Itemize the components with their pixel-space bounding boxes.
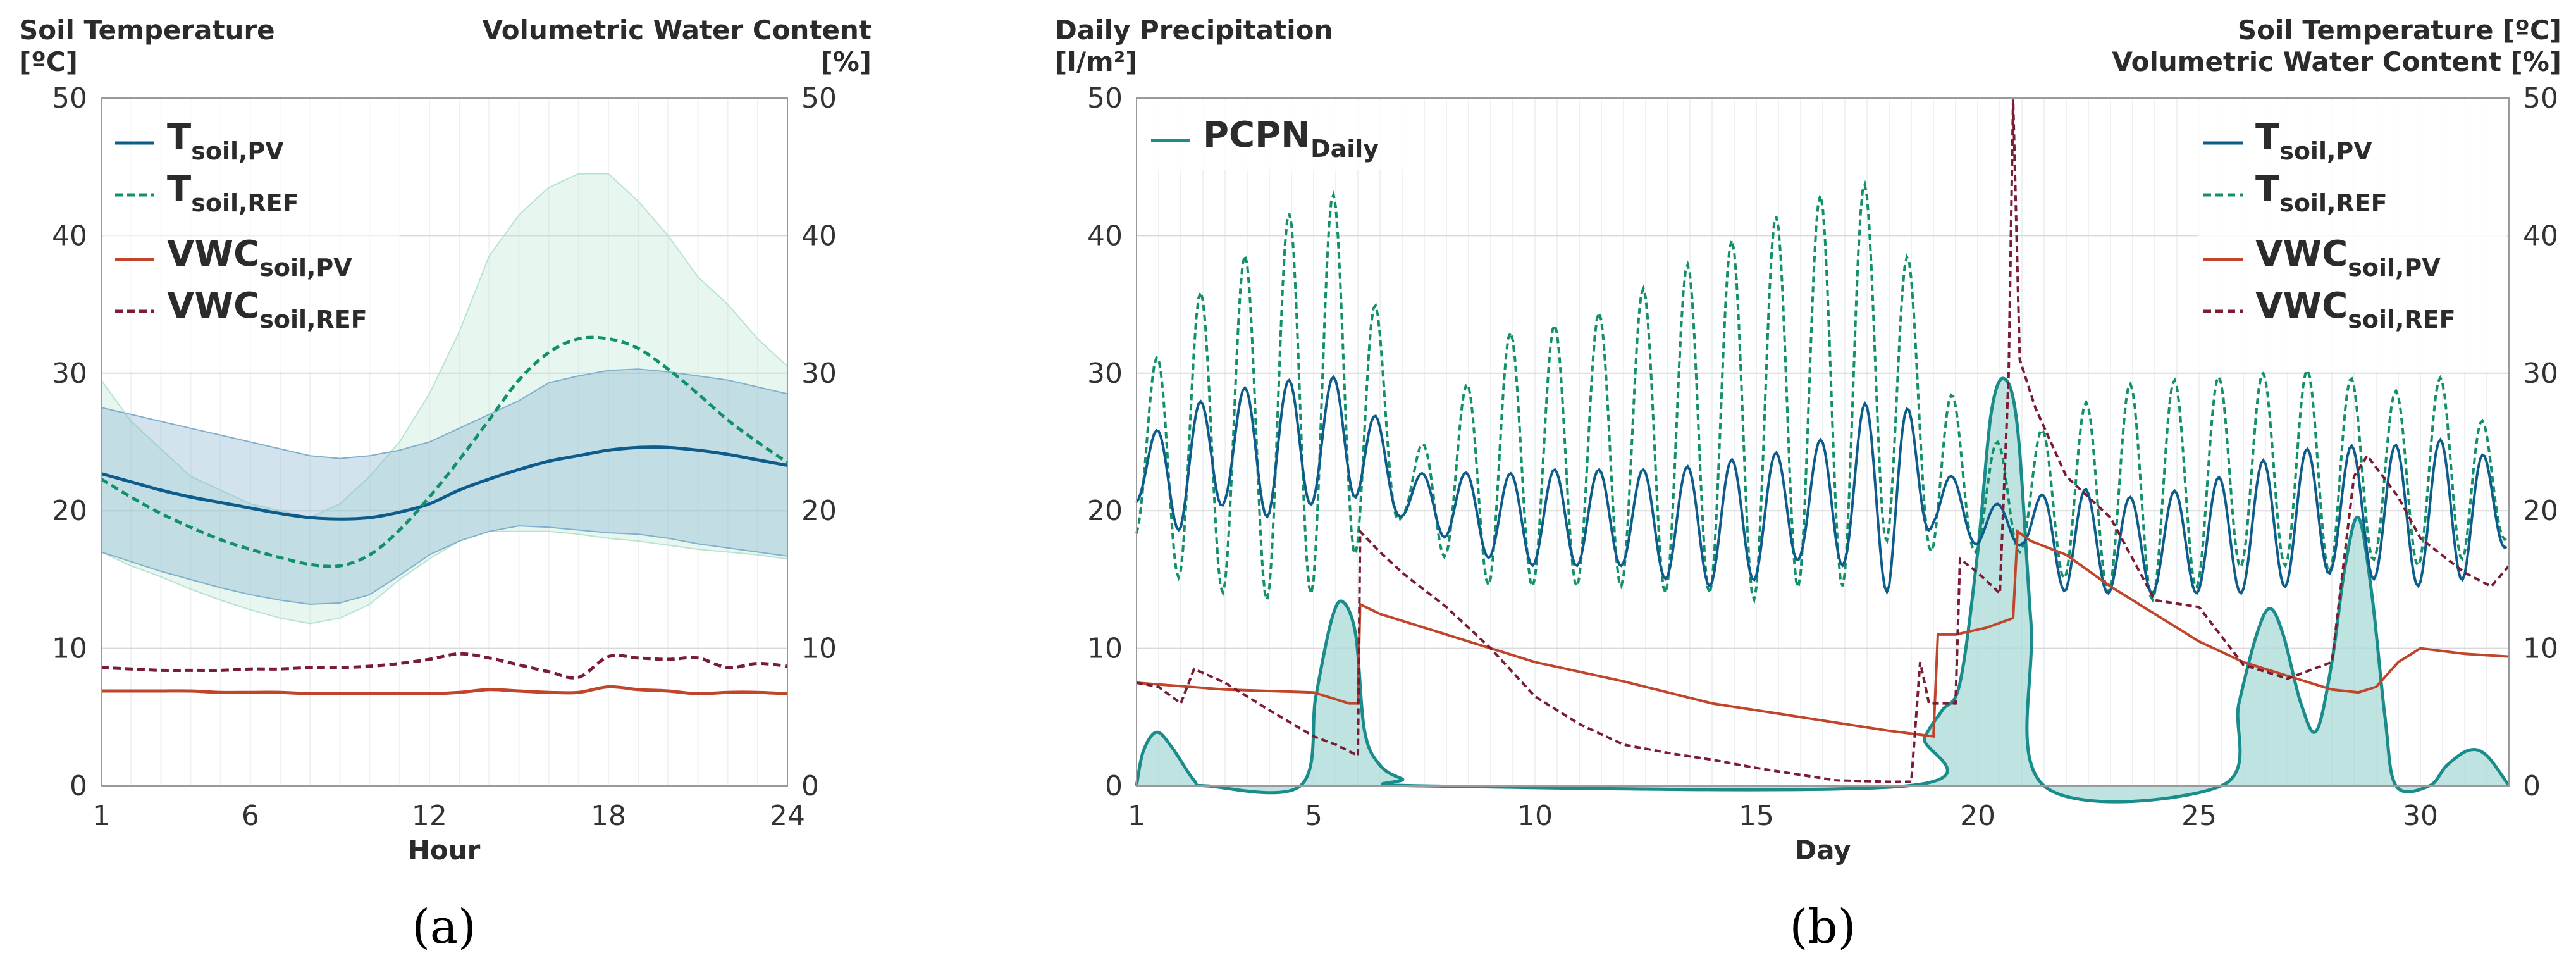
panel-b-legend-label: VWCsoil,REF [2255, 285, 2456, 333]
panel-b-legend-label: Tsoil,PV [2255, 117, 2372, 165]
panel-b-xtick-label: 10 [1517, 800, 1553, 832]
panel-b-ytick-right-label: 50 [2523, 82, 2558, 115]
panel-b-ytick-left-label: 30 [1087, 358, 1123, 390]
panel-a-tsoil-pv-line [101, 445, 788, 521]
panel-a-ytick-right-label: 50 [801, 82, 837, 115]
panel-b-title-left-line1: Daily Precipitation [1055, 15, 1333, 46]
panel-b-xtick-label: 1 [1128, 800, 1145, 832]
panel-a-ytick-left-label: 40 [52, 220, 87, 252]
panel-b-legend-label: Tsoil,REF [2255, 169, 2388, 217]
panel-b-plot-border [1136, 97, 2510, 787]
panel-a-xtick-label: 18 [591, 800, 626, 832]
panel-a-plot-border [101, 97, 788, 787]
panel-b-title-left-line2: [l/m²] [1055, 46, 1137, 77]
panel-b-ytick-left-label: 40 [1087, 220, 1123, 252]
panel-a-ytick-right-label: 40 [801, 220, 837, 252]
panel-b-xtick-label: 25 [2181, 800, 2217, 832]
panel-b-title-right-line1: Soil Temperature [ºC] [2238, 15, 2561, 46]
panel-b-legend-label: VWCsoil,PV [2255, 233, 2441, 282]
panel-b-label: (b) [1789, 900, 1856, 954]
panel-a-title-right-line1: Volumetric Water Content [482, 15, 872, 46]
panel-a-ticks: 0 0 10 10 20 20 30 30 40 40 50 50 1 6 12 18 24 [52, 82, 837, 832]
panel-a-vwcsoil-pv-line [101, 685, 788, 695]
panel-a-title-left-line2: [ºC] [19, 46, 78, 77]
panel-b-ytick-right-label: 20 [2523, 495, 2558, 527]
panel-a-series [100, 173, 789, 695]
panel-a-xtick-label: 12 [412, 800, 447, 832]
panel-a-legend-label: VWCsoil,PV [167, 233, 352, 282]
panel-b-xtick-label: 5 [1305, 800, 1322, 832]
panel-a-ytick-right-label: 10 [801, 633, 837, 665]
panel-a-legend-label: Tsoil,REF [167, 169, 299, 217]
panel-b-pcpn-area [1137, 378, 2509, 802]
panel-b-ytick-left-label: 50 [1087, 82, 1123, 115]
panel-a-xlabel: Hour [408, 835, 481, 866]
panel-b-legend-left: PCPNDaily [1138, 100, 1404, 170]
panel-b-series [1135, 99, 2511, 804]
panel-b-ytick-left-label: 10 [1087, 633, 1123, 665]
panel-b-ytick-right-label: 40 [2523, 220, 2558, 252]
panel-a-ytick-right-label: 30 [801, 358, 837, 390]
panel-a-legend-label: Tsoil,PV [167, 117, 284, 165]
panel-a-ytick-right-label: 0 [801, 770, 819, 802]
panel-b-left-legend-label: PCPNDaily [1203, 115, 1379, 163]
panel-a-legend-box [103, 100, 400, 372]
panel-b-vwc-ref-line [1136, 99, 2510, 783]
panel-a-xtick-label: 1 [92, 800, 110, 832]
panel-a-title-left-line1: Soil Temperature [19, 15, 275, 46]
panel-b-ytick-right-label: 30 [2523, 358, 2558, 390]
panel-b-ytick-left-label: 20 [1087, 495, 1123, 527]
panel-b-tsoil-ref-line [1135, 180, 2507, 605]
panel-b-xtick-label: 15 [1739, 800, 1774, 832]
panel-a-label: (a) [412, 900, 476, 954]
panel-a-ytick-left-label: 20 [52, 495, 87, 527]
panel-b-title-right-line2: Volumetric Water Content [%] [2112, 46, 2561, 77]
panel-b-ytick-right-label: 10 [2523, 633, 2558, 665]
panel-a-ytick-left-label: 10 [52, 633, 87, 665]
panel-b-legend-right-box [2198, 100, 2507, 372]
panel-b-ytick-right-label: 0 [2523, 770, 2541, 802]
panel-a-ytick-left-label: 50 [52, 82, 87, 115]
panel-b-xtick-label: 30 [2403, 800, 2438, 832]
panel-b-xlabel: Day [1794, 835, 1851, 866]
panel-a-ytick-left-label: 0 [70, 770, 87, 802]
panel-a-vwcsoil-ref-line [101, 652, 788, 680]
panel-b-vwc-pv-line [1136, 529, 2510, 738]
panel-a-tsoil-ref-line [100, 335, 789, 568]
panel-b-ytick-left-label: 0 [1105, 770, 1123, 802]
panel-a-ytick-right-label: 20 [801, 495, 837, 527]
panel-a-ytick-left-label: 30 [52, 358, 87, 390]
panel-a-xtick-label: 6 [242, 800, 259, 832]
panel-a-legend-label: VWCsoil,REF [167, 285, 367, 333]
panel-b-legend-left-box [1138, 100, 1404, 170]
panel-b-pcpn-line [1135, 376, 2511, 804]
panel-a-xtick-label: 24 [770, 800, 805, 832]
panel-a-chart: 0 0 10 10 20 20 30 30 40 40 50 50 1 6 12 18 24 Soil Temp… [19, 15, 872, 954]
panel-b-tsoil-pv-line [1135, 375, 2508, 595]
panel-a-title-right-line2: [%] [821, 46, 872, 77]
panel-b-xtick-label: 20 [1960, 800, 1995, 832]
